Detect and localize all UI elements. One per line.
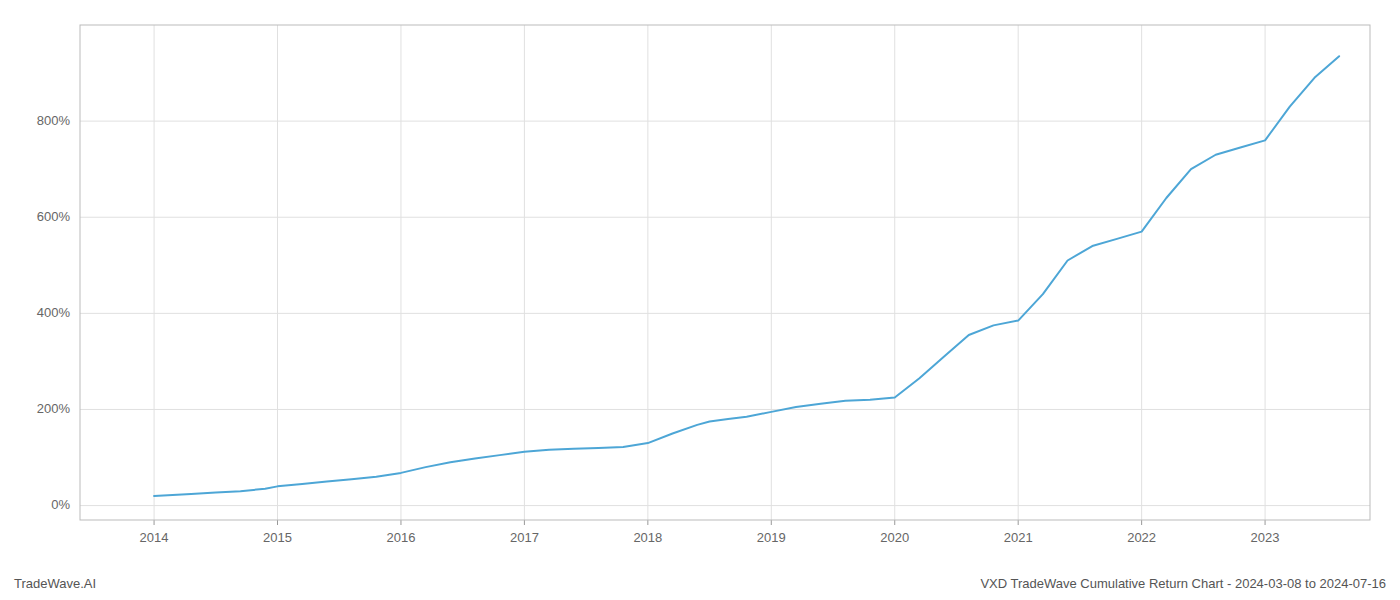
y-grid-line <box>80 313 1370 314</box>
x-tick-label: 2015 <box>263 530 292 545</box>
x-tick-label: 2022 <box>1127 530 1156 545</box>
x-grid-line <box>154 25 155 520</box>
x-tick-label: 2019 <box>757 530 786 545</box>
x-grid-line <box>894 25 895 520</box>
title: VXD TradeWave Cumulative Return Chart - … <box>980 576 1386 591</box>
x-tick <box>277 520 278 525</box>
y-tick-label: 800% <box>37 113 71 128</box>
background <box>0 0 1400 600</box>
chart: 0% 200% 400% 600% 800% 2014 2015 2016 2017 2018 20… <box>0 0 1400 600</box>
x-tick <box>771 520 772 525</box>
series <box>154 56 1339 496</box>
x-grid-line <box>524 25 525 520</box>
x-tick-label: 2017 <box>510 530 539 545</box>
plot-frame <box>80 25 1370 520</box>
x-tick-label: 2018 <box>633 530 662 545</box>
x-tick <box>894 520 895 525</box>
x-tick-label: 2020 <box>880 530 909 545</box>
x-grid-line <box>1265 25 1266 520</box>
y-grid-line <box>80 505 1370 506</box>
x-grid-line <box>400 25 401 520</box>
x-tick <box>647 520 648 525</box>
y-tick-label: 600% <box>37 209 71 224</box>
y-grid-line <box>80 217 1370 218</box>
x-grid-line <box>277 25 278 520</box>
x-tick <box>154 520 155 525</box>
watermark: TradeWave.AI <box>14 576 96 591</box>
x-tick <box>1018 520 1019 525</box>
x-tick <box>524 520 525 525</box>
y-grid-line <box>80 121 1370 122</box>
y-grid-line <box>80 409 1370 410</box>
x-grid-line <box>647 25 648 520</box>
x-grid-line <box>1141 25 1142 520</box>
y-tick-label: 400% <box>37 305 71 320</box>
x-tick-label: 2016 <box>386 530 415 545</box>
texts: TradeWave.AI VXD TradeWave Cumulative Ret… <box>14 576 1386 591</box>
y-tick-label: 200% <box>37 401 71 416</box>
axes: 0% 200% 400% 600% 800% 2014 2015 2016 2017 2018 20… <box>37 25 1370 545</box>
x-tick-label: 2014 <box>140 530 169 545</box>
y-tick-label: 0% <box>51 497 70 512</box>
x-tick-label: 2021 <box>1004 530 1033 545</box>
line <box>154 56 1339 496</box>
x-tick <box>400 520 401 525</box>
x-tick <box>1141 520 1142 525</box>
grid <box>80 25 1370 520</box>
x-grid-line <box>1018 25 1019 520</box>
x-grid-line <box>771 25 772 520</box>
x-tick-label: 2023 <box>1251 530 1280 545</box>
x-tick <box>1265 520 1266 525</box>
